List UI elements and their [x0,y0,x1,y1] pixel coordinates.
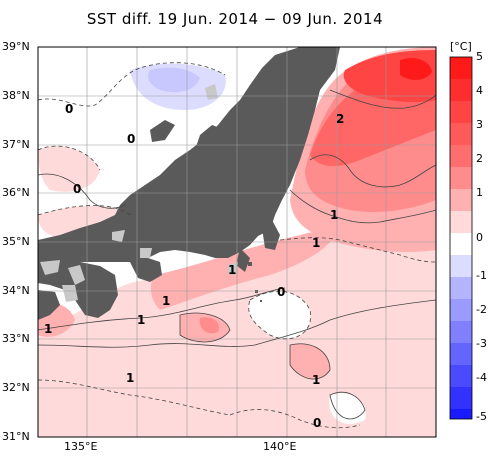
lat-label: 38°N [2,89,30,102]
colorbar-tick: -3 [476,337,487,350]
colorbar-tick: -1 [476,269,487,282]
colorbar-tick: 3 [476,118,483,131]
lat-label: 39°N [2,40,30,53]
contour-label: 1 [312,373,320,387]
lat-label: 34°N [2,284,30,297]
map-grid [38,47,436,437]
colorbar-tick: 5 [476,50,483,63]
lat-label: 36°N [2,186,30,199]
contour-labels: 0 0 0 2 1 1 1 0 1 1 1 1 1 0 [44,102,344,430]
colorbar [449,56,473,420]
colorbar-tick: 4 [476,84,483,97]
colorbar-unit: [°C] [450,40,472,53]
map-frame [37,46,437,438]
contour-label: 0 [65,102,73,116]
colorbar-tick: -2 [476,303,487,316]
map-title: SST diff. 19 Jun. 2014 − 09 Jun. 2014 [86,10,384,28]
contour-label: 1 [228,263,236,277]
lat-label: 32°N [2,381,30,394]
colorbar-tick: -4 [476,371,487,384]
contour-label: 1 [330,208,338,222]
contour-lines [38,62,436,429]
colorbar-tick: 1 [476,186,483,199]
lat-label: 33°N [2,332,30,345]
lat-label: 31°N [2,430,30,443]
contour-label: 1 [137,313,145,327]
colorbar-tick: 2 [476,152,483,165]
contour-label: 1 [312,236,320,250]
contour-label: 2 [336,112,344,126]
lat-label: 37°N [2,138,30,151]
contour-label: 0 [127,132,135,146]
lon-label: 135°E [64,440,98,453]
contour-label: 1 [162,294,170,308]
contour-label: 1 [44,322,52,336]
colorbar-tick: 0 [476,231,483,244]
lakes [40,84,238,302]
contour-label: 1 [126,371,134,385]
land-mass [38,47,340,320]
lon-label: 140°E [263,440,297,453]
lat-label: 35°N [2,235,30,248]
contour-label: 0 [73,182,81,196]
colorbar-tick: -5 [476,410,487,423]
contour-label: 0 [277,285,285,299]
contour-label: 0 [313,416,321,430]
